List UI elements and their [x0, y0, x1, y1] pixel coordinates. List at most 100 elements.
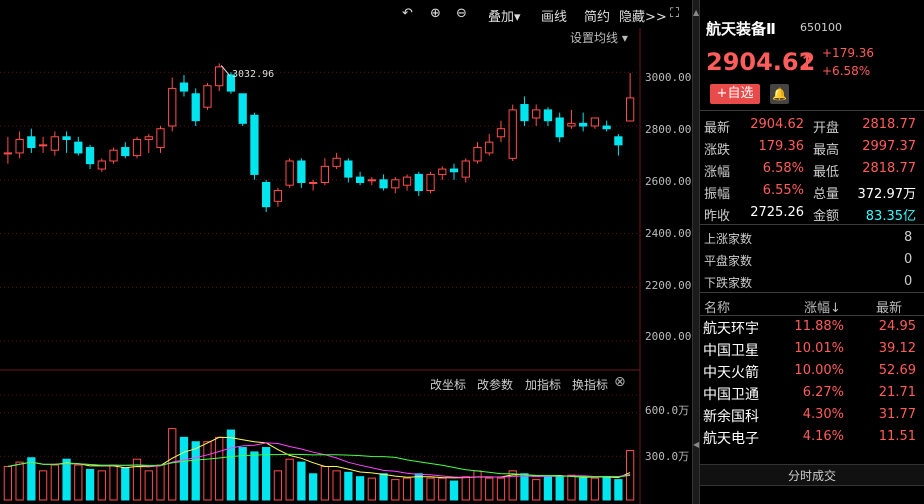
volume-bar — [15, 461, 24, 501]
quote-value: 179.36 — [758, 139, 805, 154]
volume-bar — [3, 465, 13, 501]
divider — [700, 292, 924, 293]
undo-icon[interactable]: ↶ — [402, 6, 413, 21]
volume-bar — [144, 470, 153, 501]
candle-body — [97, 160, 106, 170]
zoom-out-icon[interactable]: ⊖ — [456, 6, 467, 21]
list-item[interactable]: 中国卫星 10.01% 39.12 — [700, 338, 924, 360]
volume-bar — [285, 458, 294, 501]
overlay-menu[interactable]: 叠加▾ — [488, 10, 521, 25]
candle-body — [132, 138, 142, 157]
candle-body — [215, 66, 224, 87]
zoom-in-icon[interactable]: ⊕ — [430, 6, 441, 21]
candle-body — [590, 117, 600, 127]
ma-settings-label: 设置均线 — [570, 31, 619, 45]
candle-body — [226, 74, 236, 92]
add-watchlist-button[interactable]: +自选 — [710, 84, 760, 104]
candle-body — [461, 160, 470, 178]
change-params-button[interactable]: 改参数 — [477, 378, 514, 392]
volume-bar — [121, 467, 130, 501]
list-item[interactable]: 航天电子 4.16% 11.51 — [700, 426, 924, 448]
candle-body — [485, 141, 494, 154]
y-tick: 2800.00 — [645, 123, 692, 136]
volume-bar — [38, 470, 48, 501]
list-item[interactable]: 中国卫通 6.27% 21.71 — [700, 382, 924, 404]
add-indicator-button[interactable]: 加指标 — [525, 378, 562, 392]
fullscreen-icon[interactable]: ⛶ — [670, 6, 680, 21]
candle-body — [449, 168, 459, 173]
panel-divider[interactable]: ▲ ◀ — [692, 0, 700, 504]
candle-body — [15, 138, 24, 154]
draw-line-button[interactable]: 画线 — [541, 10, 568, 25]
candle-body — [109, 149, 118, 162]
collapse-up-icon[interactable]: ▲ — [693, 8, 700, 17]
col-header-pct[interactable]: 涨幅↓ — [804, 301, 841, 316]
volume-bar — [168, 428, 177, 501]
candle-body — [203, 85, 212, 108]
list-item[interactable]: 航天环宇 11.88% 24.95 — [700, 316, 924, 338]
candle-body — [532, 109, 541, 119]
last-price: 2904.62 — [706, 48, 816, 76]
volume-bar — [250, 451, 259, 501]
stock-pct: 6.27% — [802, 385, 844, 400]
alert-bell-icon[interactable]: 🔔 — [770, 84, 789, 104]
candle-body — [379, 179, 388, 189]
candle-body — [297, 160, 306, 183]
quote-label: 金额 — [813, 209, 840, 224]
stock-last: 21.71 — [878, 385, 916, 400]
collapse-left-icon[interactable]: ◀ — [693, 440, 700, 449]
close-icon[interactable]: ⊗ — [614, 374, 626, 390]
candle-body — [320, 165, 330, 183]
peak-arrow — [220, 65, 231, 77]
volume-bar — [273, 470, 283, 501]
stock-last: 39.12 — [878, 341, 916, 356]
candle-body — [250, 114, 259, 175]
candle-body — [567, 122, 576, 127]
col-header-name[interactable]: 名称 — [704, 301, 731, 316]
candle-body — [332, 157, 341, 167]
hide-toggle[interactable]: 隐藏>> — [619, 10, 667, 25]
stock-pct: 10.00% — [794, 363, 844, 378]
volume-bar — [391, 479, 400, 501]
stock-pct: 4.16% — [802, 429, 844, 444]
list-item[interactable]: 中天火箭 10.00% 52.69 — [700, 360, 924, 382]
candle-body — [344, 160, 353, 178]
change-value: +179.36 — [822, 46, 875, 60]
volume-bar — [355, 476, 365, 501]
candle-body — [602, 125, 611, 130]
divider — [700, 224, 924, 225]
candle-body — [273, 190, 283, 202]
change-percent: +6.58% — [822, 64, 871, 78]
vol-y-tick: 300.0万 — [645, 450, 690, 463]
quote-value: 83.35亿 — [865, 209, 916, 224]
y-tick: 2400.00 — [645, 227, 692, 240]
kline-chart-area[interactable]: ↶ ⊕ ⊖ 叠加▾ 画线 简约 隐藏>> ⛶ 设置均线 ▾ 3000.00 28… — [0, 0, 692, 504]
candle-body — [579, 122, 588, 127]
volume-bar — [614, 479, 623, 501]
candle-body — [144, 136, 153, 140]
tick-trades-header[interactable]: 分时成交 — [700, 464, 924, 486]
candle-body — [285, 160, 294, 186]
up-arrow-icon: ↑ — [800, 52, 815, 72]
divider — [700, 110, 924, 111]
volume-bar — [332, 470, 341, 501]
candle-body — [614, 136, 623, 146]
quote-label: 涨幅 — [704, 165, 731, 180]
quote-value: 6.58% — [762, 161, 804, 176]
simple-mode-button[interactable]: 简约 — [584, 10, 611, 25]
list-item[interactable]: 新余国科 4.30% 31.77 — [700, 404, 924, 426]
ma-settings-button[interactable]: 设置均线 ▾ — [570, 31, 628, 45]
quote-panel: 航天装备Ⅱ 650100 2904.62 ↑ +179.36 +6.58% +自… — [700, 0, 924, 504]
volume-bar — [579, 477, 588, 501]
candle-body — [426, 173, 435, 192]
candle-body — [520, 104, 529, 122]
change-axis-button[interactable]: 改坐标 — [430, 378, 467, 392]
volume-bar — [320, 465, 330, 501]
volume-ma-line — [7, 453, 631, 478]
up-count: 8 — [904, 230, 913, 245]
switch-indicator-button[interactable]: 换指标 — [572, 378, 609, 392]
volume-bar — [449, 480, 459, 501]
col-header-last[interactable]: 最新 — [876, 301, 903, 316]
quote-value: 2997.37 — [862, 139, 916, 154]
volume-bar — [74, 464, 83, 501]
